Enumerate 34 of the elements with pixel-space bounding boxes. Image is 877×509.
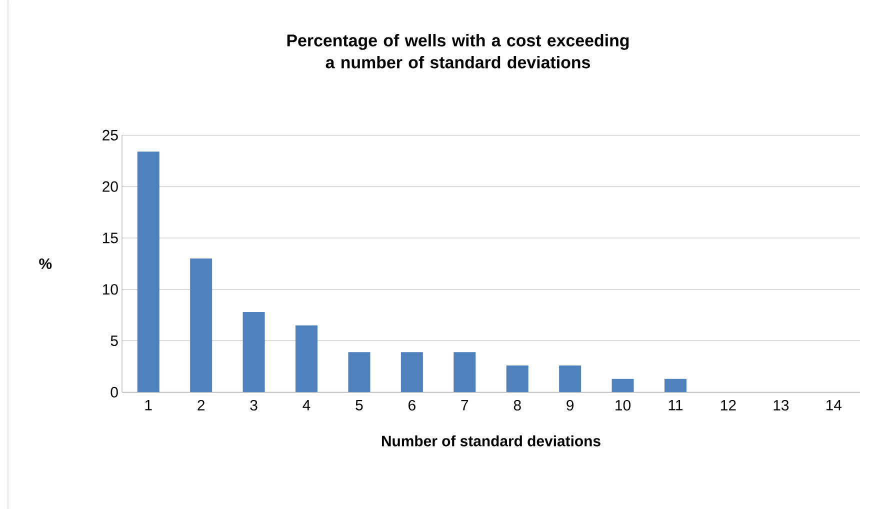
x-tick-label: 10 [616, 400, 631, 410]
bar [400, 352, 423, 392]
x-tick-label: 2 [198, 400, 204, 410]
y-tick-label: 20 [102, 181, 118, 192]
bar [348, 352, 370, 392]
bar [454, 352, 476, 392]
bar [296, 325, 318, 392]
y-tick-label: 15 [103, 232, 118, 244]
bar [137, 151, 160, 392]
y-tick-label: 0 [110, 386, 118, 398]
x-tick-label: 6 [408, 400, 416, 410]
bar [242, 312, 265, 392]
x-tick-label: 7 [461, 400, 468, 410]
bar [612, 378, 634, 392]
chart-title: Percentage of wells with a cost exceeding a number of standard deviations [287, 34, 629, 68]
x-tick-label: 5 [356, 400, 363, 410]
y-axis-title: % [39, 258, 52, 269]
x-tick-label: 1 [145, 400, 152, 410]
y-tick-label: 10 [103, 284, 118, 294]
bar [506, 365, 528, 392]
bar [190, 258, 212, 392]
x-axis-title: Number of standard deviations [382, 435, 600, 446]
bar [664, 378, 686, 392]
x-tick-label: 8 [514, 400, 521, 410]
x-tick-label: 9 [566, 400, 574, 410]
x-tick-label: 13 [774, 400, 789, 410]
x-tick-label: 14 [826, 400, 842, 410]
x-tick-label: 12 [721, 400, 736, 410]
bar [559, 365, 582, 392]
y-tick-label: 5 [110, 335, 118, 346]
x-tick-label: 3 [250, 400, 258, 410]
y-tick-label: 25 [102, 130, 118, 140]
x-tick-label: 11 [668, 400, 683, 410]
x-tick-label: 4 [302, 400, 310, 410]
